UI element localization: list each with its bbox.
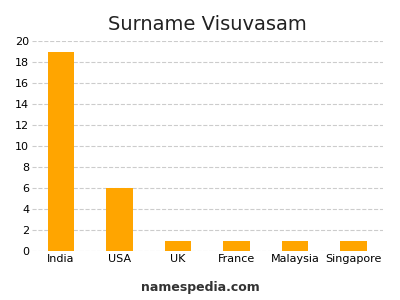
Bar — [106, 188, 133, 251]
Text: namespedia.com: namespedia.com — [141, 281, 259, 294]
Bar — [340, 241, 367, 251]
Bar — [48, 52, 74, 251]
Bar — [282, 241, 308, 251]
Bar — [223, 241, 250, 251]
Bar — [165, 241, 191, 251]
Title: Surname Visuvasam: Surname Visuvasam — [108, 15, 306, 34]
